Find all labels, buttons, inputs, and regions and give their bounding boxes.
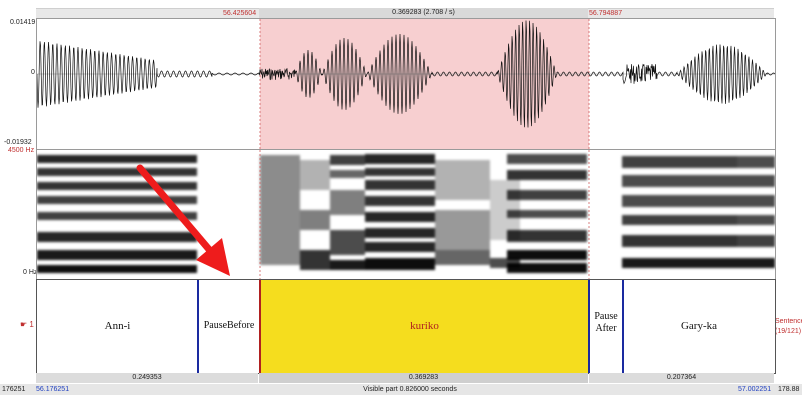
spectrogram-band: [507, 154, 587, 164]
spectrogram-band: [622, 156, 737, 168]
spectrogram-band: [330, 155, 365, 165]
interval-gary-ka[interactable]: Gary-ka: [680, 320, 718, 332]
interval-ann-i[interactable]: Ann-i: [104, 320, 131, 332]
spectrogram-band: [37, 250, 197, 260]
spectrogram-band: [365, 228, 435, 238]
left-duration-bar[interactable]: 0.249353: [36, 373, 258, 383]
spectrogram-band: [622, 258, 737, 268]
right-duration-bar[interactable]: 0.207364: [589, 373, 774, 383]
interval-pause-after-line2: After: [595, 323, 617, 334]
spectrogram-band: [435, 210, 490, 250]
spectrogram-band: [365, 196, 435, 206]
interval-pause-after-line1: Pause: [594, 311, 618, 322]
left-duration-label: 0.249353: [132, 374, 162, 381]
waveform-zero-label: 0: [31, 69, 35, 76]
spectrogram-band: [365, 242, 435, 252]
spectrogram-band: [37, 155, 197, 163]
interval-pause-after[interactable]: Pause After: [589, 311, 623, 335]
spectrogram-band: [737, 195, 775, 207]
selection-duration-button[interactable]: 0.369283 (2.708 / s): [259, 8, 588, 18]
spectrogram-band: [435, 250, 490, 265]
spectrogram-band: [622, 195, 737, 207]
waveform-ymax-label: 0.01419: [10, 19, 36, 26]
tier-pointer-icon: ☛: [20, 320, 28, 329]
right-edge-time: 178.88: [778, 386, 800, 393]
spectrogram-band: [330, 230, 365, 255]
window-time-row[interactable]: [0, 384, 802, 395]
boundary-1[interactable]: [197, 280, 199, 373]
spectrogram-band: [737, 215, 775, 225]
waveform-trace: [37, 20, 775, 128]
spectrogram-fmax-label: 4500 Hz: [8, 147, 35, 154]
spectrogram-band: [737, 175, 775, 187]
spectrogram-band: [737, 235, 775, 247]
selection-end-time: 56.794887: [589, 10, 623, 17]
spectrogram-band: [622, 235, 737, 247]
interval-pausebefore[interactable]: PauseBefore: [203, 320, 255, 331]
spectrogram-band: [300, 210, 330, 230]
spectrogram-band: [37, 265, 197, 273]
spectrogram-band: [737, 258, 775, 268]
spectrogram-band: [490, 258, 520, 268]
spectrogram-band: [622, 215, 737, 225]
window-start-time: 56.176251: [36, 386, 70, 393]
spectrogram-band: [507, 190, 587, 200]
spectrogram-band: [365, 212, 435, 222]
spectrogram-band: [37, 168, 197, 176]
spectrogram-band: [365, 154, 435, 164]
boundary-2[interactable]: [259, 280, 261, 373]
visible-part-label: Visible part 0.826000 seconds: [363, 386, 457, 393]
spectrogram-band: [622, 175, 737, 187]
right-duration-label: 0.207364: [666, 374, 697, 381]
spectrogram-band: [37, 232, 197, 242]
tier-number[interactable]: ☛ 1: [20, 320, 34, 329]
spectrogram-band: [330, 170, 365, 178]
spectrogram-band: [37, 196, 197, 204]
spectrogram-panel[interactable]: [36, 149, 776, 280]
selected-interval-highlight: [260, 280, 589, 373]
selection-start-time: 56.425604: [223, 10, 257, 17]
annotation-tier[interactable]: Ann-i PauseBefore kuriko Pause After Gar…: [36, 279, 776, 374]
boundary-4[interactable]: [622, 280, 624, 373]
waveform-panel[interactable]: [36, 18, 776, 151]
spectrogram-band: [435, 160, 490, 200]
selection-duration-bottom-label: 0.369283: [408, 374, 439, 381]
spectrogram-band: [507, 250, 587, 260]
waveform-svg: [37, 19, 775, 150]
waveform-path: [37, 20, 775, 128]
selection-duration-label: 0.369283 (2.708 / s): [392, 9, 455, 16]
spectrogram-band: [507, 170, 587, 180]
spectrogram-band: [365, 180, 435, 190]
spectrogram-svg: [37, 150, 775, 279]
spectrogram-band: [330, 190, 365, 215]
spectrogram-band: [300, 250, 330, 270]
spectrogram-band: [37, 212, 197, 220]
spectrogram-band: [507, 210, 587, 218]
spectrogram-band: [507, 230, 587, 242]
spectrogram-band: [365, 258, 435, 270]
spectrogram-band: [737, 156, 775, 168]
boundary-3[interactable]: [588, 280, 590, 373]
tier-name: Sentence: [775, 318, 802, 325]
spectrogram-bands: [37, 154, 775, 273]
tier-count: (19/121): [775, 328, 802, 335]
spectrogram-fmin-label: 0 Hz: [23, 269, 38, 276]
spectrogram-band: [260, 155, 300, 265]
selection-duration-bar[interactable]: 0.369283: [259, 373, 588, 383]
spectrogram-band: [330, 260, 365, 270]
interval-kuriko[interactable]: kuriko: [410, 320, 439, 332]
spectrogram-band: [300, 160, 330, 190]
spectrogram-band: [507, 263, 587, 273]
spectrogram-band: [365, 168, 435, 176]
waveform-ymin-label: -0.01932: [4, 139, 32, 146]
left-edge-time: 176251: [2, 386, 26, 393]
window-end-time: 57.002251: [738, 386, 772, 393]
red-arrow-icon: [136, 164, 230, 276]
spectrogram-band: [37, 182, 197, 190]
